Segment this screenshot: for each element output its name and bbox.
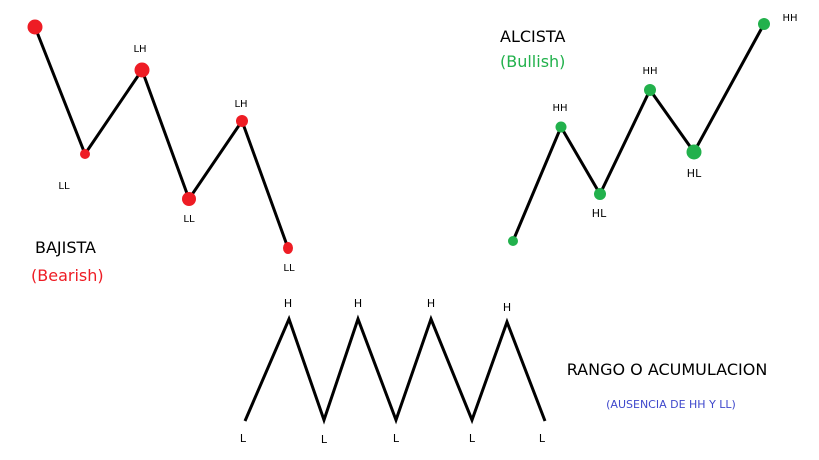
bullish-point-hh [555, 121, 567, 133]
range-section: H H H H L L L L L RANGO O ACUMULACION (A… [240, 297, 767, 446]
bearish-point-ll [80, 149, 90, 159]
bearish-label-ll-3: LL [283, 263, 295, 274]
bearish-subtitle: (Bearish) [31, 266, 104, 285]
range-label-h-3: H [427, 297, 435, 310]
range-label-l-4: L [469, 432, 476, 445]
bullish-title: ALCISTA [500, 27, 565, 46]
bullish-label-hh-3: HH [782, 13, 797, 24]
range-label-l-3: L [393, 432, 400, 445]
bullish-label-hl-1: HL [592, 207, 607, 220]
range-label-l-1: L [240, 432, 247, 445]
range-label-h-4: H [503, 301, 511, 314]
range-price-path [243, 314, 547, 425]
bearish-point-start [27, 19, 43, 35]
bullish-point-hl [686, 144, 702, 160]
range-label-h-1: H [284, 297, 292, 310]
bearish-point-ll [182, 192, 196, 206]
range-title: RANGO O ACUMULACION [567, 360, 768, 379]
bullish-point-hh [644, 84, 656, 96]
bearish-price-path [33, 26, 290, 249]
bullish-price-path [511, 23, 766, 242]
bullish-point-hh [758, 18, 770, 30]
range-label-l-5: L [539, 432, 546, 445]
bearish-title: BAJISTA [35, 238, 96, 257]
bearish-label-ll-2: LL [183, 214, 195, 225]
range-subtitle: (AUSENCIA DE HH Y LL) [606, 398, 736, 411]
bullish-label-hh-2: HH [642, 66, 657, 77]
bearish-point-ll [283, 242, 293, 254]
bullish-label-hl-2: HL [687, 167, 702, 180]
bullish-section: HH HL HH HL HH ALCISTA (Bullish) [500, 13, 798, 246]
bearish-label-ll-1: LL [58, 181, 70, 192]
bearish-point-lh [134, 62, 150, 78]
range-label-h-2: H [354, 297, 362, 310]
range-label-l-2: L [321, 433, 328, 446]
bearish-section: LH LL LH LL LL BAJISTA (Bearish) [27, 19, 295, 285]
bullish-point-start [508, 236, 518, 246]
bearish-label-lh-1: LH [133, 44, 146, 55]
bullish-subtitle: (Bullish) [500, 52, 565, 71]
bullish-point-hl [594, 188, 606, 200]
bearish-label-lh-2: LH [234, 99, 247, 110]
bearish-point-lh [236, 115, 248, 127]
bullish-label-hh-1: HH [552, 103, 567, 114]
